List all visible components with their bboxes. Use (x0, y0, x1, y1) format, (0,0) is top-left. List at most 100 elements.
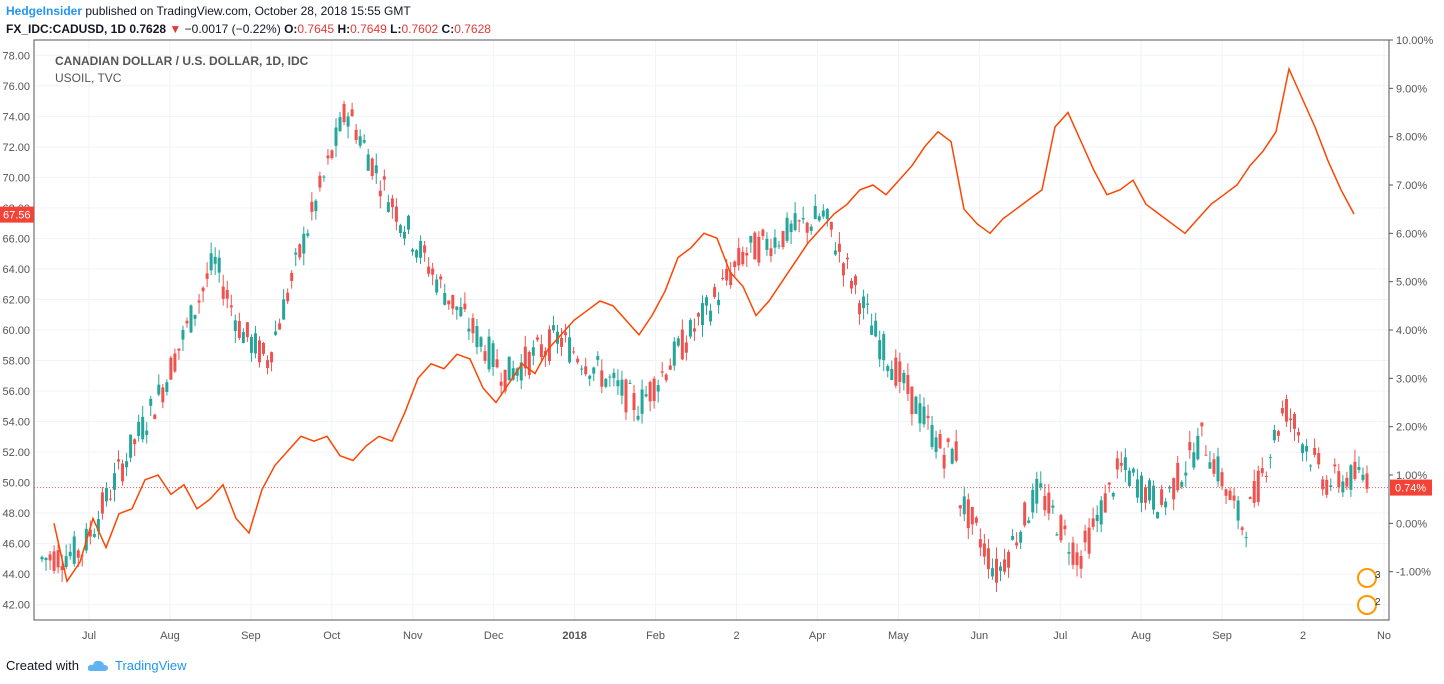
candle-body (1272, 429, 1276, 441)
candle-body (241, 332, 245, 344)
candle-body (386, 202, 390, 212)
candle-body (96, 519, 100, 532)
usoil-line (53, 66, 1355, 584)
candle-body (145, 430, 149, 435)
candle-body (906, 374, 910, 394)
candle-body (1268, 457, 1272, 459)
candle-body (954, 441, 958, 461)
right-tick-label: 1.00% (1396, 470, 1427, 482)
candle-body (1099, 500, 1103, 525)
candle-body (374, 165, 378, 174)
candle-body (986, 548, 990, 570)
candle-body (1325, 479, 1329, 495)
candle-body (1256, 470, 1260, 503)
low-value: 0.7602 (401, 22, 439, 36)
candle-body (306, 233, 310, 236)
left-tick-label: 50.00 (2, 478, 30, 490)
left-tick-label: 74.00 (2, 111, 30, 123)
candle-body (817, 216, 821, 221)
time-tick-label: May (888, 630, 909, 642)
left-tick-label: 48.00 (2, 508, 30, 520)
candle-body (705, 297, 709, 306)
candle-body (1200, 422, 1204, 427)
candle-body (1051, 505, 1055, 508)
candle-body (278, 323, 282, 330)
candle-body (274, 331, 278, 335)
candle-body (1043, 495, 1047, 511)
current-percent-tag-text: 0.74% (1395, 483, 1426, 495)
candle-body (1079, 555, 1083, 569)
right-percent-axis: -1.00% 0.00% 1.00% 2.00% 3.00% 4.00% 5.00% 6.00… (1357, 35, 1434, 615)
candle-body (310, 201, 314, 212)
open-value: 0.7645 (297, 22, 335, 36)
candle-body (253, 333, 257, 354)
candle-body (1091, 518, 1095, 527)
candle-body (841, 263, 845, 276)
candle-body (600, 370, 604, 387)
left-tick-label: 72.00 (2, 142, 30, 154)
candle-body (624, 379, 628, 413)
candle-body (1188, 442, 1192, 451)
candle-body (1031, 489, 1035, 513)
candle-body (1361, 474, 1365, 480)
left-tick-label: 46.00 (2, 539, 30, 551)
candle-body (40, 556, 44, 560)
candle-body (133, 439, 137, 445)
candle-body (342, 103, 346, 123)
candle-body (902, 372, 906, 384)
candle-body (56, 550, 60, 568)
candle-body (713, 287, 717, 297)
candle-body (809, 226, 813, 231)
candle-body (1103, 493, 1107, 513)
candle-body (415, 250, 419, 258)
author-link[interactable]: HedgeInsider (6, 4, 83, 18)
candle-body (1224, 489, 1228, 496)
candle-body (378, 190, 382, 197)
candle-body (934, 437, 938, 452)
left-tick-label: 58.00 (2, 356, 30, 368)
change-value: −0.0017 (−0.22%) (184, 22, 281, 36)
candle-body (874, 320, 878, 337)
candle-body (1252, 481, 1256, 503)
candle-body (1164, 501, 1168, 508)
high-label: H: (337, 22, 351, 36)
candle-body (60, 565, 64, 571)
candle-body (1329, 485, 1333, 487)
candle-body (1143, 487, 1147, 503)
candle-body (1353, 461, 1357, 479)
candle-body (121, 463, 125, 482)
candle-body (503, 369, 507, 392)
candle-body (1184, 472, 1188, 476)
candle-body (213, 256, 217, 264)
candle-body (1216, 456, 1220, 482)
low-label: L: (390, 22, 402, 36)
candle-body (636, 415, 640, 420)
candle-body (1047, 492, 1051, 514)
right-tick-label: 3.00% (1396, 373, 1427, 385)
right-tick-label: 8.00% (1396, 132, 1427, 144)
candle-body (837, 243, 841, 252)
candle-body (765, 238, 769, 250)
candle-body (1341, 481, 1345, 493)
tradingview-link[interactable]: TradingView (114, 658, 187, 673)
candle-body (926, 415, 930, 419)
candle-body (918, 403, 922, 424)
candle-body (370, 158, 374, 176)
candle-body (1337, 471, 1341, 487)
time-axis: Jul Aug Sep Oct Nov Dec 2018 Feb 2 Apr May Jun Jul Au… (82, 630, 1391, 642)
candle-body (1027, 520, 1031, 523)
candle-body (1107, 482, 1111, 485)
price-chart[interactable]: 42.00 44.00 46.00 48.00 50.00 52.00 54.00 56.00… (0, 0, 1444, 650)
time-tick-label: Oct (323, 630, 340, 642)
candle-body (825, 209, 829, 219)
candle-body (604, 378, 608, 387)
candle-body (1039, 483, 1043, 488)
candle-body (1244, 537, 1248, 539)
time-tick-label: Sep (1212, 630, 1232, 642)
candle-body (439, 276, 443, 280)
candle-body (1365, 473, 1369, 489)
event-count: 3 (1375, 570, 1381, 581)
candle-body (854, 275, 858, 286)
candle-body (644, 394, 648, 397)
left-tick-label: 52.00 (2, 447, 30, 459)
